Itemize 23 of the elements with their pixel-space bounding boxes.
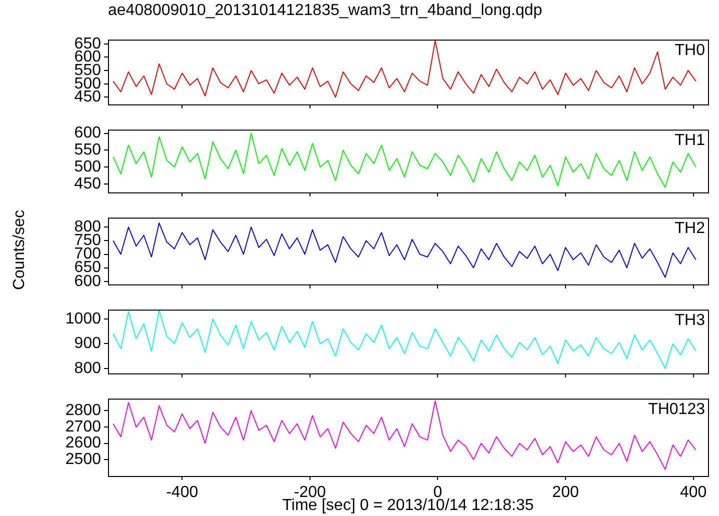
y-tick-label: 900 [74, 335, 102, 352]
x-tick-label: -400 [166, 484, 198, 502]
y-tick-label: 2800 [65, 402, 102, 420]
y-tick-label: 450 [74, 88, 102, 106]
y-tick-label: 2700 [65, 418, 102, 436]
y-tick-label: 550 [74, 142, 102, 159]
y-tick-label: 600 [74, 124, 102, 142]
y-axis-title: Counts/sec [11, 208, 29, 292]
y-tick-label: 1000 [65, 310, 102, 328]
y-tick-label: 450 [74, 175, 102, 192]
series-label: TH0 [674, 42, 706, 60]
x-tick-label: 400 [680, 484, 707, 502]
y-tick-label: 500 [74, 158, 102, 176]
series-label: TH2 [674, 220, 706, 238]
y-tick-label: 2500 [65, 451, 102, 468]
series-label: TH0123 [648, 401, 706, 418]
y-tick-label: 600 [74, 272, 102, 290]
y-tick-label: 800 [74, 360, 102, 377]
series-label: TH1 [674, 132, 706, 150]
chart-title: ae408009010_20131014121835_wam3_trn_4band_long.qdp [108, 2, 542, 20]
y-tick-label: 2600 [65, 434, 102, 452]
series-label: TH3 [674, 312, 706, 330]
x-tick-label: 200 [552, 484, 579, 502]
